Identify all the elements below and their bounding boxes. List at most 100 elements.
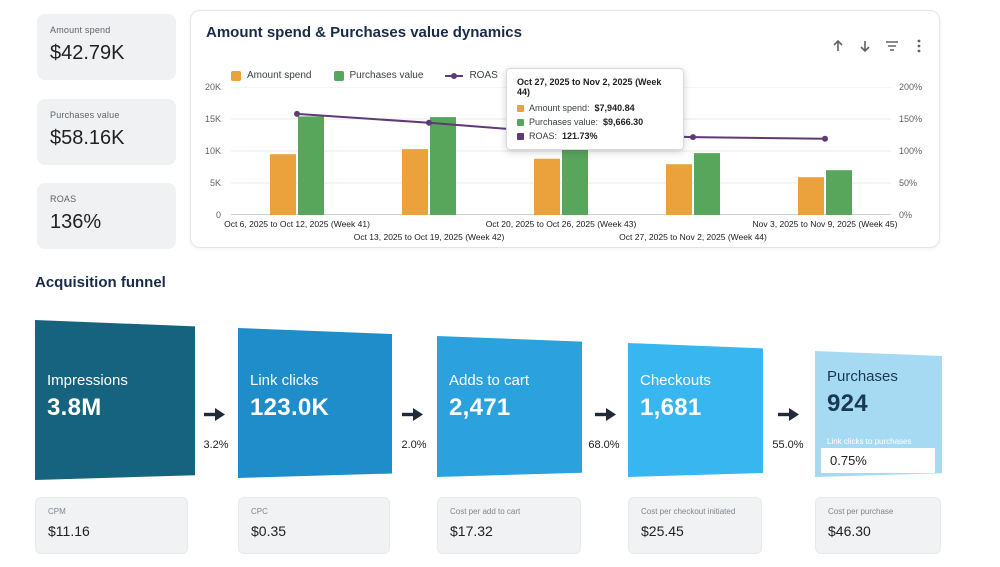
tooltip-swatch [517, 104, 524, 112]
left-axis-tick: 10K [204, 146, 221, 156]
legend-swatch [333, 70, 344, 81]
kebab-menu-icon[interactable] [911, 38, 927, 54]
bar[interactable] [694, 153, 720, 215]
funnel-section-title: Acquisition funnel [35, 274, 166, 291]
bar[interactable] [534, 158, 560, 215]
funnel-step-value: 2,471 [449, 394, 511, 421]
funnel-step-impressions[interactable]: Impressions 3.8M [35, 320, 195, 480]
tooltip-row: Purchases value: $9,666.30 [517, 117, 673, 127]
arrow-right-icon [203, 407, 227, 422]
link-clicks-to-purchases-value: 0.75% [821, 448, 935, 473]
scorecard-label: Purchases value [50, 110, 120, 120]
combo-chart [231, 86, 891, 216]
arrow-up-icon[interactable] [830, 38, 846, 54]
funnel-step-link-clicks[interactable]: Link clicks 123.0K [238, 328, 392, 478]
funnel-step-adds-to-cart[interactable]: Adds to cart 2,471 [437, 336, 582, 477]
legend-item-roas[interactable]: ROAS [445, 70, 498, 81]
right-axis-tick: 150% [899, 114, 923, 124]
bar[interactable] [562, 140, 588, 215]
scorecard-label: ROAS [50, 194, 77, 204]
funnel-step-value: 3.8M [47, 394, 102, 421]
roas-point[interactable] [426, 119, 432, 126]
legend-item-amount-spend[interactable]: Amount spend [231, 70, 312, 81]
tooltip-value: $9,666.30 [603, 117, 644, 127]
chart-legend: Amount spend Purchases value ROAS [231, 70, 498, 81]
funnel-step-checkouts[interactable]: Checkouts 1,681 [628, 343, 763, 477]
funnel-step-label: Adds to cart [449, 372, 530, 389]
x-axis-labels: Oct 6, 2025 to Oct 12, 2025 (Week 41) Oct… [224, 219, 897, 247]
funnel-step-label: Checkouts [640, 372, 711, 389]
bar[interactable] [270, 154, 296, 215]
funnel-step-value: 1,681 [640, 394, 702, 421]
link-clicks-to-purchases-label: Link clicks to purchases [827, 437, 912, 446]
scorecard-cpc: CPC $0.35 [238, 497, 390, 554]
right-axis-tick: 50% [899, 178, 918, 188]
x-axis-label: Oct 20, 2025 to Oct 26, 2025 (Week 43) [485, 219, 637, 229]
funnel-step-value: 924 [827, 390, 868, 417]
bar[interactable] [430, 117, 456, 215]
scorecard-cpm: CPM $11.16 [35, 497, 188, 554]
scorecard-purchases-value: Purchases value $58.16K [37, 99, 176, 165]
bar[interactable] [666, 164, 692, 215]
left-axis-tick: 15K [204, 114, 221, 124]
arrow-right-icon [594, 407, 618, 422]
chart-tooltip: Oct 27, 2025 to Nov 2, 2025 (Week 44) Am… [506, 68, 684, 150]
x-axis-label: Nov 3, 2025 to Nov 9, 2025 (Week 45) [752, 219, 898, 229]
scorecard-value: 136% [50, 211, 102, 233]
tooltip-swatch [517, 118, 524, 126]
bar[interactable] [298, 116, 324, 215]
chart-toolbar [830, 38, 927, 54]
tooltip-row: Amount spend: $7,940.84 [517, 103, 673, 113]
conversion-rate: 3.2% [203, 439, 229, 451]
plot-area [231, 86, 891, 216]
chart-title: Amount spend & Purchases value dynamics [206, 24, 522, 41]
roas-point[interactable] [822, 135, 828, 142]
legend-label: ROAS [469, 70, 498, 81]
scorecard-value: $25.45 [641, 523, 684, 539]
tooltip-value: 121.73% [562, 131, 598, 141]
funnel-step-label: Link clicks [250, 372, 319, 389]
scorecard-value: $46.30 [828, 523, 871, 539]
scorecard-label: Cost per add to cart [450, 507, 521, 516]
arrow-right-icon [777, 407, 801, 422]
funnel-step-label: Purchases [827, 368, 898, 385]
scorecard-label: CPM [48, 507, 66, 516]
x-axis-label: Oct 13, 2025 to Oct 19, 2025 (Week 42) [353, 232, 505, 242]
filter-icon[interactable] [884, 38, 900, 54]
tooltip-swatch [517, 132, 524, 140]
arrow-right-icon [401, 407, 425, 422]
scorecard-value: $0.35 [251, 523, 287, 539]
left-axis-tick: 5K [209, 178, 221, 188]
funnel-step-purchases[interactable]: Purchases 924 Link clicks to purchases 0… [815, 351, 942, 477]
bar[interactable] [402, 149, 428, 215]
legend-line-swatch [445, 72, 464, 79]
legend-item-purchases-value[interactable]: Purchases value [333, 70, 423, 81]
arrow-down-icon[interactable] [857, 38, 873, 54]
legend-swatch [231, 70, 241, 81]
tooltip-row: ROAS: 121.73% [517, 131, 673, 141]
scorecard-cost-per-checkout: Cost per checkout initiated $25.45 [628, 497, 762, 554]
scorecard-cost-per-purchase: Cost per purchase $46.30 [815, 497, 941, 554]
scorecard-label: Cost per checkout initiated [641, 507, 736, 516]
scorecard-label: Amount spend [50, 25, 111, 35]
right-axis: 0% 50% 100% 150% 200% [896, 82, 938, 220]
scorecard-value: $58.16K [50, 127, 125, 149]
x-axis-label: Oct 6, 2025 to Oct 12, 2025 (Week 41) [224, 219, 370, 229]
bar[interactable] [798, 177, 824, 215]
conversion-rate: 55.0% [772, 439, 804, 451]
tooltip-label: Amount spend: [529, 103, 590, 113]
conversion-rate: 68.0% [588, 439, 620, 451]
scorecard-cost-per-add-to-cart: Cost per add to cart $17.32 [437, 497, 581, 554]
scorecard-value: $17.32 [450, 523, 493, 539]
roas-point[interactable] [690, 134, 696, 141]
right-axis-tick: 0% [899, 210, 913, 220]
roas-point[interactable] [294, 110, 300, 117]
dynamics-chart-card: Amount spend & Purchases value dynamics … [190, 10, 940, 248]
scorecard-roas: ROAS 136% [37, 183, 176, 249]
tooltip-label: Purchases value: [529, 117, 599, 127]
right-axis-tick: 200% [899, 82, 923, 92]
bar[interactable] [826, 170, 852, 215]
scorecard-label: Cost per purchase [828, 507, 894, 516]
left-axis-tick: 20K [204, 82, 221, 92]
